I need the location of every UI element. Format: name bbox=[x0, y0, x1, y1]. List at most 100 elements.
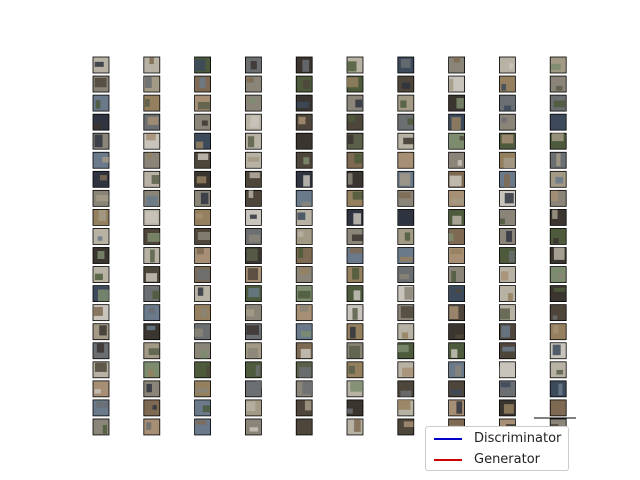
sample-tile bbox=[549, 323, 567, 341]
sample-tile bbox=[448, 151, 466, 169]
sample-tile bbox=[549, 266, 567, 283]
sample-tile bbox=[448, 247, 466, 264]
sample-tile bbox=[244, 266, 262, 283]
sample-tile bbox=[295, 380, 313, 398]
sample-tile bbox=[549, 56, 567, 74]
sample-tile bbox=[92, 247, 110, 264]
sample-tile bbox=[194, 151, 212, 169]
sample-tile bbox=[194, 56, 212, 74]
sample-tile bbox=[346, 285, 364, 303]
sample-tile bbox=[346, 399, 364, 417]
sample-tile bbox=[244, 285, 262, 303]
sample-tile bbox=[295, 113, 313, 131]
sample-tile bbox=[143, 208, 161, 226]
sample-tile bbox=[549, 247, 567, 264]
sample-tile bbox=[397, 323, 415, 341]
sample-tile bbox=[397, 361, 415, 379]
sample-tile bbox=[143, 342, 161, 360]
sample-tile bbox=[295, 132, 313, 150]
sample-tile bbox=[498, 380, 516, 398]
sample-tile bbox=[448, 75, 466, 93]
sample-tile bbox=[346, 113, 364, 131]
sample-tile bbox=[295, 304, 313, 322]
sample-tile bbox=[549, 151, 567, 169]
sample-tile bbox=[397, 208, 415, 226]
sample-tile bbox=[498, 399, 516, 417]
sample-tile bbox=[244, 56, 262, 74]
sample-tile bbox=[92, 208, 110, 226]
sample-tile bbox=[498, 151, 516, 169]
sample-tile bbox=[92, 56, 110, 74]
sample-tile bbox=[244, 113, 262, 131]
sample-tile bbox=[346, 208, 364, 226]
legend-swatch-discriminator bbox=[434, 438, 462, 440]
sample-tile bbox=[448, 380, 466, 398]
sample-tile bbox=[194, 285, 212, 303]
sample-tile bbox=[92, 189, 110, 207]
sample-tile bbox=[498, 228, 516, 245]
sample-tile bbox=[295, 56, 313, 74]
sample-tile bbox=[244, 75, 262, 93]
sample-tile bbox=[346, 228, 364, 245]
sample-tile bbox=[549, 113, 567, 131]
sample-tile bbox=[143, 399, 161, 417]
sample-tile bbox=[346, 380, 364, 398]
sample-tile bbox=[143, 418, 161, 436]
sample-tile bbox=[397, 189, 415, 207]
sample-tile bbox=[194, 75, 212, 93]
sample-tile bbox=[92, 94, 110, 112]
sample-tile bbox=[194, 361, 212, 379]
sample-tile bbox=[295, 285, 313, 303]
sample-tile bbox=[244, 342, 262, 360]
sample-tile bbox=[549, 342, 567, 360]
sample-tile bbox=[92, 75, 110, 93]
sample-tile bbox=[143, 94, 161, 112]
sample-tile bbox=[448, 285, 466, 303]
sample-tile bbox=[143, 247, 161, 264]
sample-tile bbox=[397, 285, 415, 303]
sample-tile bbox=[397, 266, 415, 283]
sample-tile bbox=[194, 304, 212, 322]
sample-tile bbox=[448, 94, 466, 112]
sample-tile bbox=[295, 266, 313, 283]
sample-tile bbox=[194, 228, 212, 245]
sample-tile bbox=[346, 151, 364, 169]
sample-tile bbox=[346, 418, 364, 436]
sample-tile bbox=[143, 228, 161, 245]
sample-tile bbox=[295, 189, 313, 207]
sample-tile bbox=[194, 208, 212, 226]
sample-tile bbox=[194, 189, 212, 207]
sample-tile bbox=[143, 304, 161, 322]
legend-swatch-generator bbox=[434, 459, 462, 461]
sample-tile bbox=[244, 189, 262, 207]
sample-tile bbox=[448, 342, 466, 360]
sample-tile bbox=[244, 228, 262, 245]
sample-tile bbox=[92, 228, 110, 245]
sample-tile bbox=[448, 323, 466, 341]
sample-tile bbox=[346, 170, 364, 188]
sample-tile bbox=[244, 304, 262, 322]
sample-tile bbox=[498, 56, 516, 74]
sample-tile bbox=[498, 304, 516, 322]
sample-tile bbox=[194, 418, 212, 436]
sample-tile bbox=[397, 228, 415, 245]
sample-tile bbox=[448, 399, 466, 417]
sample-tile bbox=[346, 361, 364, 379]
sample-tile bbox=[92, 361, 110, 379]
sample-tile bbox=[346, 323, 364, 341]
legend-entry-generator: Generator bbox=[432, 451, 566, 469]
sample-tile bbox=[448, 361, 466, 379]
sample-tile bbox=[549, 170, 567, 188]
sample-tile bbox=[194, 342, 212, 360]
sample-tile bbox=[498, 170, 516, 188]
sample-tile bbox=[244, 399, 262, 417]
sample-tile bbox=[346, 132, 364, 150]
sample-tile bbox=[346, 189, 364, 207]
sample-tile bbox=[295, 151, 313, 169]
sample-tile bbox=[295, 247, 313, 264]
sample-tile bbox=[194, 247, 212, 264]
sample-tile bbox=[397, 113, 415, 131]
sample-tile bbox=[549, 208, 567, 226]
sample-tile bbox=[448, 266, 466, 283]
